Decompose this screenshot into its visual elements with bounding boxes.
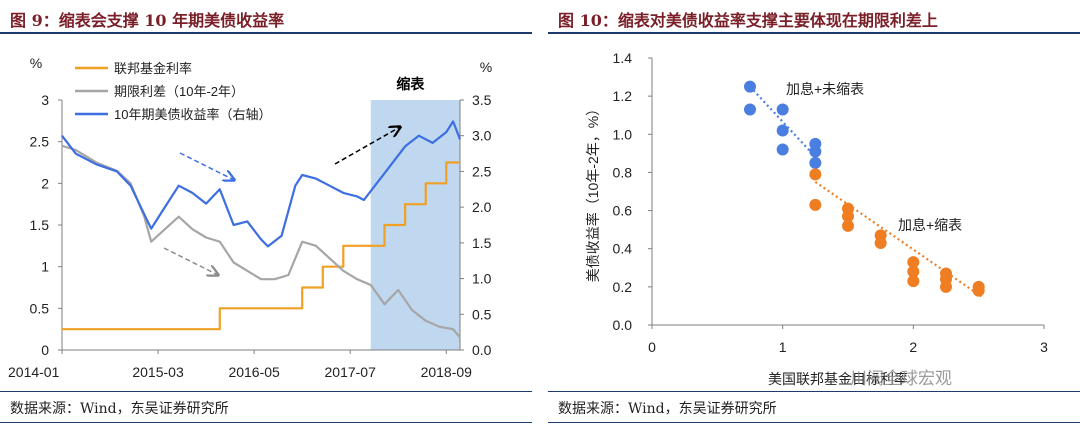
legend-label-0: 联邦基金利率: [114, 61, 192, 76]
y-left-tick-label: 1.5: [30, 217, 50, 233]
trend-arrow-up-black: [334, 127, 400, 165]
legend-label-2: 10年期美债收益率（右轴）: [114, 107, 271, 122]
scatter-point: [809, 168, 822, 181]
y-tick-label: 0.2: [613, 279, 633, 295]
y-right-tick-label: 1.5: [472, 235, 492, 251]
y-right-unit: %: [480, 59, 492, 75]
x-tick-label: 2017-07: [325, 364, 377, 380]
y-left-tick-label: 3: [41, 92, 49, 108]
scatter-point: [776, 143, 789, 156]
series-annotation-0: 加息+未缩表: [786, 81, 864, 97]
y-right-tick-label: 0.0: [472, 342, 492, 358]
scatter-point: [809, 145, 822, 158]
scatter-point: [809, 156, 822, 169]
left-chart-title: 图 9：缩表会支撑 10 年期美债收益率: [10, 11, 285, 30]
y-right-tick-label: 3.0: [472, 128, 492, 144]
left-source-bar: 数据来源：Wind，东吴证券研究所: [0, 391, 532, 423]
y-tick-label: 0.8: [613, 164, 633, 180]
trend-arrow-down-gray: [163, 247, 218, 275]
y-right-tick-label: 0.5: [472, 306, 492, 322]
y-left-tick-label: 0.5: [30, 300, 50, 316]
scatter-point: [809, 198, 822, 211]
y-left-tick-label: 2.5: [30, 134, 50, 150]
y-axis-label: 美债收益率（10年-2年，%）: [585, 102, 601, 282]
shaded-period-label: 缩表: [396, 76, 425, 92]
scatter-point: [842, 219, 854, 232]
scatter-point: [940, 280, 952, 293]
trend-line-0: [749, 85, 821, 162]
y-left-tick-label: 1: [41, 259, 49, 275]
y-tick-label: 0.4: [613, 241, 633, 257]
x-tick-label: 2: [909, 339, 917, 355]
left-source-text: 数据来源：Wind，东吴证券研究所: [10, 401, 229, 417]
scatter-point: [744, 103, 756, 116]
scatter-point: [874, 236, 887, 249]
x-axis-label: 美国联邦基金目标利率: [768, 371, 908, 387]
right-chart-svg: 0.0 0.2 0.4 0.6 0.8 1.0 1.2 1.4 0 1 2 3 美国联邦基金目标利率 美债…: [585, 50, 1048, 387]
watermark-text: 川阅全球宏观: [850, 369, 952, 389]
scatter-point: [776, 103, 789, 116]
y-tick-label: 1.4: [613, 50, 633, 66]
y-left-tick-label: 2: [41, 175, 49, 191]
series-line-0: [62, 161, 460, 331]
right-title-bar: 图 10：缩表对美债收益率支撑主要体现在期限利差上: [548, 4, 1080, 34]
x-tick-label: 0: [648, 339, 656, 355]
left-title-bar: 图 9：缩表会支撑 10 年期美债收益率: [0, 4, 532, 34]
y-right-tick-label: 2.0: [472, 199, 492, 215]
trend-line-1: [814, 181, 982, 298]
scatter-point: [776, 124, 789, 137]
x-tick-label: 2014-01: [8, 364, 60, 380]
scatter-point: [907, 275, 920, 288]
y-right-tick-label: 1.0: [472, 271, 492, 287]
y-left-unit: %: [30, 55, 42, 71]
right-source-text: 数据来源：Wind，东吴证券研究所: [558, 401, 777, 417]
x-tick-label: 2016-05: [228, 364, 280, 380]
series-line-2: [61, 120, 462, 248]
x-tick-label: 2018-09: [421, 364, 473, 380]
legend-label-1: 期限利差（10年-2年）: [114, 84, 244, 99]
x-tick-label: 1: [779, 339, 787, 355]
scatter-point: [744, 80, 756, 93]
right-chart-title: 图 10：缩表对美债收益率支撑主要体现在期限利差上: [558, 11, 938, 30]
x-tick-label: 2015-03: [132, 364, 184, 380]
series-annotation-1: 加息+缩表: [898, 217, 962, 233]
x-tick-label: 3: [1040, 339, 1048, 355]
y-left-tick-label: 0: [41, 342, 49, 358]
y-right-tick-label: 3.5: [472, 92, 492, 108]
scatter-point: [972, 284, 985, 297]
trend-arrow-down-blue: [179, 152, 234, 180]
right-source-bar: 数据来源：Wind，东吴证券研究所: [548, 391, 1080, 423]
y-tick-label: 0.0: [613, 317, 633, 333]
left-chart-panel: 图 9：缩表会支撑 10 年期美债收益率 缩表 0 0.5 1 1.5 2 2.5 3 0.0 0…: [0, 0, 532, 427]
right-chart-panel: 图 10：缩表对美债收益率支撑主要体现在期限利差上 0.0 0.2 0.4 0.6 0.…: [548, 0, 1080, 427]
y-tick-label: 1.2: [613, 88, 633, 104]
left-chart-svg: 缩表 0 0.5 1 1.5 2 2.5 3 0.0 0.5 1.0 1.5 2.0 2.5 3.0 3.5%…: [8, 55, 492, 380]
y-tick-label: 1.0: [613, 126, 633, 142]
y-right-tick-label: 2.5: [472, 163, 492, 179]
y-tick-label: 0.6: [613, 203, 633, 219]
